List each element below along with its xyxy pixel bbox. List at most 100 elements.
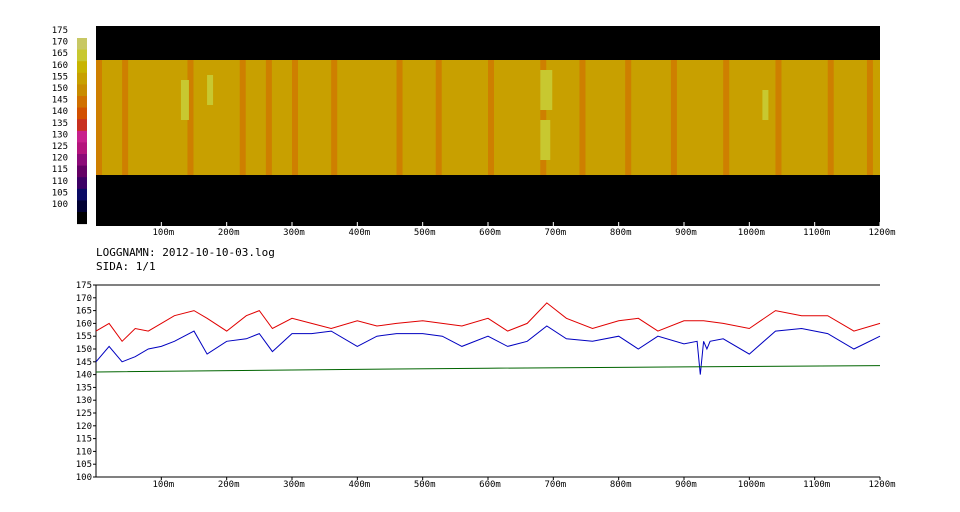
line-series-0 — [95, 302, 881, 343]
line-x-tick-label: 300m — [283, 480, 305, 490]
heatmap-x-tick-label: 1200m — [868, 228, 895, 238]
line-x-tick-label: 900m — [675, 480, 697, 490]
heatmap-plot — [96, 26, 880, 226]
log-name-value: 2012-10-10-03.log — [162, 246, 275, 259]
line-x-tick-label: 500m — [414, 480, 436, 490]
line-y-tick-label: 105 — [76, 460, 92, 470]
line-chart-y-axis: 175 170 165 160 155 150 145 140 135 130 125 120 115 1… — [76, 281, 96, 483]
line-y-tick-label: 145 — [76, 358, 92, 368]
heatmap-edge-stripe — [540, 60, 547, 175]
line-y-tick-label: 130 — [76, 396, 92, 406]
scale-label: 170 — [52, 38, 68, 48]
scale-swatch — [77, 177, 87, 190]
scale-label: 160 — [52, 61, 68, 71]
heatmap-edge-stripe — [239, 60, 246, 175]
line-y-tick-label: 120 — [76, 422, 92, 432]
scale-label: 145 — [52, 96, 68, 106]
line-x-tick-label: 100m — [152, 480, 174, 490]
heatmap-edge-stripe — [265, 60, 272, 175]
heatmap-x-tick-label: 800m — [610, 228, 632, 238]
scale-label: 115 — [52, 165, 68, 175]
heatmap-x-axis: 100m 200m 300m 400m 500m 600m 700m 800m 900m 1000… — [152, 222, 896, 238]
heatmap-x-tick-label: 700m — [544, 228, 566, 238]
heatmap-edge-stripe — [488, 60, 494, 175]
scale-swatch — [77, 107, 87, 120]
heatmap-edge-stripe — [96, 60, 102, 175]
color-scale-legend — [77, 38, 87, 225]
scale-label: 130 — [52, 130, 68, 140]
heatmap-highlight — [180, 80, 189, 120]
line-y-tick-label: 110 — [76, 447, 92, 457]
scale-swatch — [77, 165, 87, 178]
heatmap-x-tick-label: 1000m — [738, 228, 765, 238]
line-y-tick-label: 165 — [76, 307, 92, 317]
scale-label: 100 — [52, 200, 68, 210]
line-x-tick-label: 1000m — [738, 480, 765, 490]
scale-swatch — [77, 200, 87, 213]
line-y-tick-label: 100 — [76, 473, 92, 483]
heatmap-x-tick-label: 500m — [414, 228, 436, 238]
line-chart-frame — [95, 284, 880, 478]
scale-swatch — [77, 130, 87, 143]
line-series-2 — [95, 365, 881, 373]
heatmap-highlight — [207, 75, 214, 105]
line-y-tick-label: 140 — [76, 371, 92, 381]
scale-label: 105 — [52, 188, 68, 198]
line-x-tick-label: 400m — [348, 480, 370, 490]
heatmap-highlight — [762, 90, 769, 120]
heatmap-edge-stripe — [187, 60, 194, 175]
line-y-tick-label: 160 — [76, 319, 92, 329]
scale-swatch — [77, 154, 87, 167]
line-y-tick-label: 155 — [76, 332, 92, 342]
heatmap-x-tick-label: 300m — [283, 228, 305, 238]
scale-swatch — [77, 72, 87, 85]
heatmap-edge-stripe — [579, 60, 586, 175]
heatmap-edge-stripe — [331, 60, 338, 175]
scale-label: 155 — [52, 72, 68, 82]
heatmap-edge-stripe — [435, 60, 442, 175]
scale-label: 135 — [52, 119, 68, 129]
line-x-tick-label: 700m — [544, 480, 566, 490]
line-x-tick-label: 200m — [218, 480, 240, 490]
heatmap-edge-stripe — [827, 60, 834, 175]
scale-swatch — [77, 188, 87, 201]
line-y-tick-label: 150 — [76, 345, 92, 355]
scale-label: 140 — [52, 107, 68, 117]
line-y-tick-label: 125 — [76, 409, 92, 419]
line-x-tick-label: 600m — [479, 480, 501, 490]
heatmap-edge-stripe — [396, 60, 403, 175]
line-chart-x-axis: 100m 200m 300m 400m 500m 600m 700m 800m 900m 1000… — [152, 477, 896, 490]
heatmap-x-tick-label: 100m — [152, 228, 174, 238]
heatmap-edge-stripe — [723, 60, 730, 175]
scale-swatch — [77, 119, 87, 132]
line-y-tick-label: 175 — [76, 281, 92, 291]
scale-swatch — [77, 212, 87, 225]
line-x-tick-label: 1100m — [803, 480, 830, 490]
heatmap-x-tick-label: 200m — [218, 228, 240, 238]
heatmap-edge-stripe — [625, 60, 632, 175]
line-x-tick-label: 800m — [610, 480, 632, 490]
log-name-line: LOGGNAMN: 2012-10-10-03.log — [96, 246, 275, 259]
line-chart-series — [95, 302, 881, 375]
heatmap-edge-stripe — [775, 60, 782, 175]
page-label: SIDA: — [96, 260, 130, 273]
scale-label: 125 — [52, 142, 68, 152]
scale-label: 110 — [52, 177, 68, 187]
page-value: 1/1 — [135, 260, 156, 273]
scale-label: 120 — [52, 154, 68, 164]
log-name-label: LOGGNAMN: — [96, 246, 156, 259]
scale-label: 175 — [52, 26, 68, 36]
scale-label: 150 — [52, 84, 68, 94]
heatmap-edge-stripe — [866, 60, 873, 175]
line-y-tick-label: 115 — [76, 435, 92, 445]
scale-swatch — [77, 84, 87, 97]
heatmap-x-tick-label: 600m — [479, 228, 501, 238]
line-y-tick-label: 170 — [76, 294, 92, 304]
scale-swatch — [77, 96, 87, 109]
heatmap-edge-stripe — [122, 60, 129, 175]
heatmap-highlight — [540, 120, 551, 160]
heatmap-x-tick-label: 400m — [348, 228, 370, 238]
line-y-tick-label: 135 — [76, 383, 92, 393]
heatmap-highlight — [540, 70, 553, 110]
